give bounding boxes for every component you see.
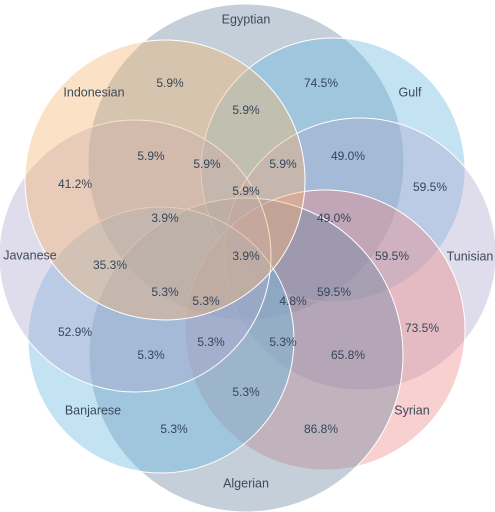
set-circle-syrian [184,189,466,471]
set-circle-egyptian [87,3,405,321]
region-label: 52.9% [58,325,92,339]
region-label: 35.3% [93,258,127,272]
region-label: 4.8% [279,294,307,308]
region-label: 59.5% [317,285,351,299]
set-label-javanese: Javanese [3,248,57,262]
region-label: 49.0% [317,211,351,225]
region-label: 5.9% [232,103,260,117]
region-label: 59.5% [375,249,409,263]
region-label: 73.5% [405,321,439,335]
set-label-indonesian: Indonesian [63,85,124,99]
region-label: 5.3% [232,385,260,399]
region-label: 5.9% [137,149,165,163]
region-label: 5.3% [151,285,179,299]
region-label: 5.3% [269,335,297,349]
set-circle-algerian [88,197,404,512]
set-labels: Egyptian Gulf Tunisian Syrian Algerian B… [3,12,493,490]
set-circle-gulf [200,37,466,303]
set-circle-tunisian [223,117,495,391]
region-label: 49.0% [331,149,365,163]
region-label: 65.8% [331,348,365,362]
region-label: 86.8% [304,422,338,436]
region-label: 5.3% [160,422,188,436]
set-circle-indonesian [24,39,306,321]
set-label-tunisian: Tunisian [447,249,494,263]
region-label: 5.3% [137,348,165,362]
region-label: 3.9% [151,211,179,225]
region-label: 5.9% [232,184,260,198]
set-label-banjarese: Banjarese [65,403,121,417]
region-label: 41.2% [58,177,92,191]
region-label: 74.5% [304,76,338,90]
set-label-egyptian: Egyptian [222,12,271,26]
set-circle-javanese [0,119,272,393]
set-label-syrian: Syrian [394,403,429,417]
set-label-gulf: Gulf [399,85,422,99]
set-label-algerian: Algerian [223,476,269,490]
region-label: 5.3% [197,335,225,349]
region-label: 5.3% [192,294,220,308]
region-label: 59.5% [413,180,447,194]
region-label: 5.9% [193,157,221,171]
set-circles [0,3,495,512]
region-label: 3.9% [232,249,260,263]
region-labels: 5.9% 74.5% 5.9% 5.9% 5.9% 5.9% 49.0% 5.9… [58,76,447,436]
region-label: 5.9% [156,76,184,90]
region-label: 5.9% [269,157,297,171]
